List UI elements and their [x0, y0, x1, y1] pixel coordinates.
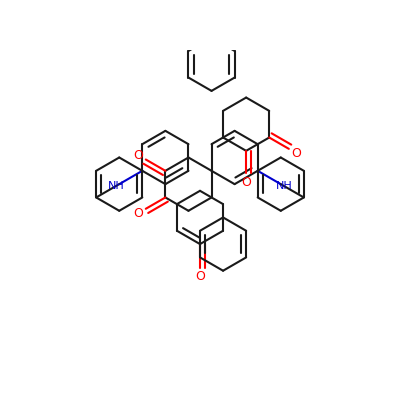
Text: O: O — [195, 270, 205, 283]
Text: O: O — [292, 147, 301, 160]
Text: O: O — [133, 207, 143, 220]
Text: O: O — [241, 176, 251, 189]
Text: NH: NH — [108, 181, 124, 191]
Text: O: O — [133, 149, 143, 162]
Text: NH: NH — [276, 181, 292, 191]
